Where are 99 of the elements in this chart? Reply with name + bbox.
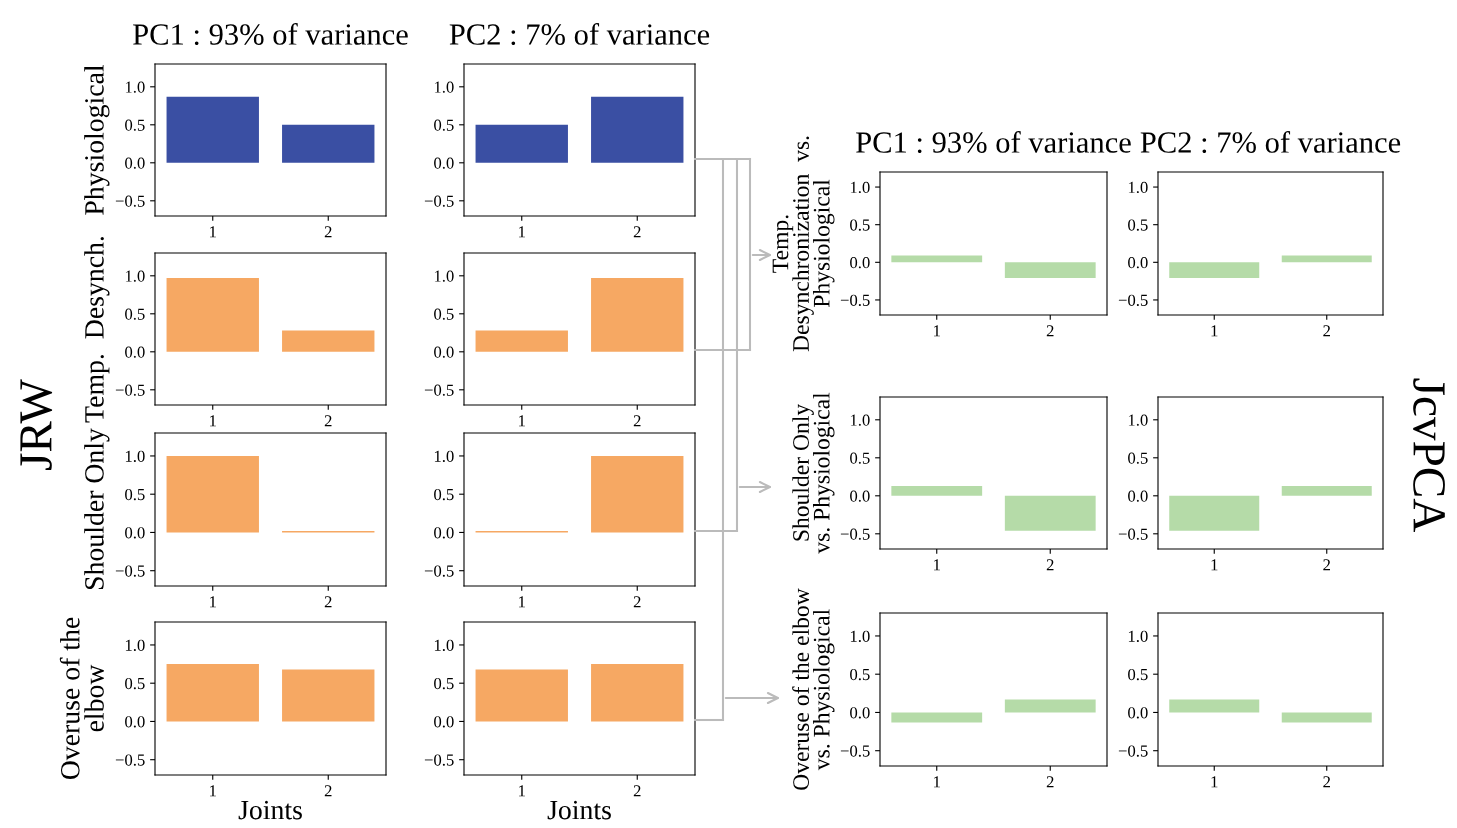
x-tick-label: 1 — [519, 226, 525, 238]
y-axis-title: Overuse of the elbow — [59, 617, 104, 780]
x-tick-label: 2 — [324, 785, 332, 797]
y-tick-label: 0.5 — [434, 488, 454, 501]
y-tick-label: −0.5 — [115, 384, 145, 396]
x-tick-label: 2 — [633, 415, 641, 427]
y-tick-label: 0.5 — [125, 308, 145, 320]
y-tick-label: −0.5 — [115, 754, 145, 766]
text: JcvPCA — [1413, 378, 1445, 533]
x-tick-label: 2 — [1046, 559, 1054, 571]
x-tick-label: 1 — [210, 596, 216, 608]
x-tick-label: 2 — [324, 415, 332, 427]
x-tick-label: 2 — [1323, 559, 1330, 571]
text: JRW — [20, 379, 53, 470]
chart-title: PC2 : 7% of variance — [1140, 131, 1401, 153]
y-tick-label: 0.5 — [1128, 668, 1148, 681]
y-tick-label: −0.5 — [840, 745, 870, 757]
x-tick-label: 2 — [633, 785, 641, 797]
x-tick-label: 1 — [934, 325, 940, 337]
y-tick-label: 1.0 — [1128, 181, 1148, 194]
y-tick-label: 0.5 — [434, 119, 454, 131]
y-tick-label: 0.5 — [1128, 219, 1148, 231]
y-tick-label: 1.0 — [125, 450, 145, 462]
y-tick-label: 0.5 — [850, 452, 870, 464]
y-tick-label: 1.0 — [125, 639, 145, 651]
x-tick-label: 2 — [633, 596, 641, 608]
y-tick-label: 1.0 — [1128, 630, 1148, 642]
y-tick-label: 0.0 — [1128, 707, 1148, 719]
x-tick-label: 1 — [934, 776, 940, 788]
x-tick-label: 2 — [1046, 776, 1054, 788]
y-tick-label: 0.0 — [1128, 490, 1148, 502]
y-tick-label: 0.0 — [434, 527, 454, 539]
y-tick-label: 1.0 — [434, 270, 454, 282]
x-tick-label: 1 — [210, 226, 216, 238]
y-tick-label: 1.0 — [850, 181, 870, 194]
y-tick-label: 0.5 — [125, 119, 145, 131]
x-tick-label: 1 — [1211, 776, 1218, 788]
y-tick-label: 0.0 — [434, 157, 454, 169]
x-tick-label: 1 — [1211, 559, 1218, 571]
y-tick-label: 0.0 — [434, 716, 454, 728]
y-axis-title: Temp. Desynchronization vs. Physiological — [772, 136, 835, 352]
x-axis-title: Joints — [547, 800, 611, 820]
y-tick-label: 0.5 — [125, 677, 145, 690]
x-tick-label: 1 — [519, 415, 525, 427]
y-tick-label: −0.5 — [1118, 745, 1148, 757]
y-axis-title: Shoulder Only — [84, 428, 110, 590]
y-tick-label: 0.0 — [125, 157, 145, 169]
x-tick-label: 1 — [210, 785, 216, 797]
chart-title: PC2 : 7% of variance — [449, 23, 710, 45]
y-tick-label: 0.5 — [850, 219, 870, 231]
y-tick-label: 0.0 — [850, 257, 870, 269]
y-tick-label: 1.0 — [1128, 414, 1148, 426]
x-tick-label: 1 — [519, 785, 525, 797]
y-tick-label: 0.5 — [850, 668, 870, 681]
y-tick-label: 1.0 — [434, 639, 454, 651]
y-tick-label: 0.0 — [125, 527, 145, 539]
y-tick-label: 0.5 — [125, 488, 145, 501]
y-tick-label: −0.5 — [424, 565, 454, 577]
y-tick-label: 1.0 — [434, 81, 454, 93]
y-tick-label: 1.0 — [850, 630, 870, 642]
x-tick-label: 2 — [1323, 325, 1330, 337]
y-tick-label: 1.0 — [125, 81, 145, 93]
y-tick-label: 0.5 — [1128, 452, 1148, 464]
x-tick-label: 2 — [1046, 325, 1054, 337]
y-axis-title: Overuse of the elbow vs. Physiological — [792, 588, 835, 790]
y-tick-label: −0.5 — [424, 195, 454, 207]
x-tick-label: 1 — [519, 596, 525, 608]
y-tick-label: −0.5 — [424, 384, 454, 396]
x-tick-label: 2 — [324, 226, 332, 238]
y-tick-label: −0.5 — [1118, 528, 1148, 540]
x-tick-label: 1 — [934, 559, 940, 571]
x-tick-label: 2 — [633, 226, 641, 238]
y-tick-label: −0.5 — [115, 565, 145, 577]
x-tick-label: 1 — [1211, 325, 1218, 337]
y-axis-title: Physiological — [84, 64, 110, 215]
y-tick-label: 0.0 — [1128, 257, 1148, 269]
y-tick-label: 0.0 — [125, 716, 145, 728]
y-tick-label: 1.0 — [434, 450, 454, 462]
y-tick-label: 0.5 — [434, 308, 454, 320]
y-tick-label: −0.5 — [424, 754, 454, 766]
y-tick-label: −0.5 — [115, 195, 145, 207]
y-axis-title: Shoulder Only vs. Physiological — [792, 392, 835, 554]
y-tick-label: 0.0 — [850, 707, 870, 719]
y-tick-label: 0.0 — [434, 346, 454, 358]
x-tick-label: 2 — [324, 596, 332, 608]
y-tick-label: −0.5 — [840, 528, 870, 540]
x-tick-label: 1 — [210, 415, 216, 427]
y-tick-label: −0.5 — [1118, 294, 1148, 306]
chart-title: PC1 : 93% of variance — [856, 131, 1131, 153]
y-tick-label: 1.0 — [125, 270, 145, 282]
y-tick-label: −0.5 — [840, 294, 870, 306]
y-tick-label: 0.0 — [125, 346, 145, 358]
y-axis-title: Temp. Desynch. — [84, 236, 110, 423]
x-axis-title: Joints — [238, 800, 302, 820]
y-tick-label: 0.5 — [434, 677, 454, 690]
chart-title: PC1 : 93% of variance — [133, 23, 408, 45]
y-tick-label: 0.0 — [850, 490, 870, 502]
y-tick-label: 1.0 — [850, 414, 870, 426]
x-tick-label: 2 — [1323, 776, 1330, 788]
